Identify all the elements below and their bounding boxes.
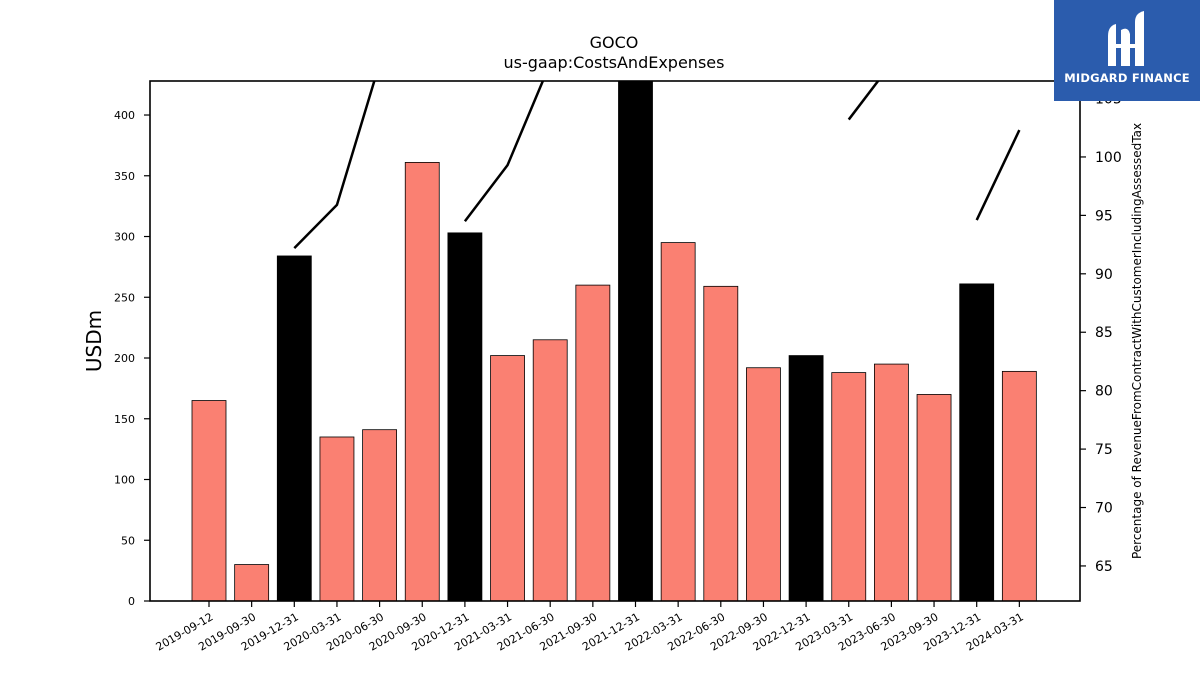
chart-subtitle: us-gaap:CostsAndExpenses bbox=[504, 53, 725, 72]
bar-2022-06-30 bbox=[703, 285, 739, 601]
bar-2020-03-31 bbox=[319, 436, 355, 601]
bar-2019-09-30 bbox=[234, 564, 270, 601]
midgard-finance-logo: MIDGARD FINANCE bbox=[1054, 0, 1200, 101]
y-tick-label: 100 bbox=[114, 474, 135, 487]
y-tick-label: 350 bbox=[114, 170, 135, 183]
logo-mark-icon bbox=[1108, 11, 1144, 67]
bar-2022-03-31 bbox=[660, 242, 696, 601]
line-segment bbox=[847, 81, 880, 121]
x-axis: 2019-09-122019-09-302019-12-312020-03-31… bbox=[154, 601, 1026, 654]
y-tick-label: 50 bbox=[121, 534, 135, 547]
bar-2023-09-30 bbox=[916, 394, 952, 601]
plot-frame bbox=[149, 80, 1081, 602]
bar-2021-06-30 bbox=[532, 339, 568, 601]
y2-tick-label: 70 bbox=[1095, 501, 1113, 517]
y2-tick-label: 75 bbox=[1095, 442, 1113, 458]
bar-2019-12-31 bbox=[276, 255, 312, 601]
y-tick-label: 300 bbox=[114, 231, 135, 244]
y2-tick-label: 90 bbox=[1095, 267, 1113, 283]
bar-2021-03-31 bbox=[490, 355, 525, 601]
y2-tick-label: 85 bbox=[1095, 325, 1113, 341]
bar-2019-09-12 bbox=[191, 400, 227, 601]
y2-axis-label: Percentage of RevenueFromContractWithCus… bbox=[1130, 123, 1144, 559]
line-segment bbox=[293, 81, 376, 249]
bar-2021-12-31 bbox=[618, 81, 653, 601]
y2-tick-label: 100 bbox=[1095, 150, 1122, 166]
y2-tick-label: 65 bbox=[1095, 559, 1113, 575]
bars-group bbox=[191, 81, 1037, 601]
y-tick-label: 0 bbox=[128, 595, 135, 608]
bar-2022-12-31 bbox=[788, 355, 824, 601]
chart-title: GOCO bbox=[590, 33, 639, 52]
bar-2023-03-31 bbox=[831, 372, 867, 601]
y-axis-right: 65707580859095100105 bbox=[1080, 92, 1122, 575]
line-segment bbox=[975, 129, 1021, 221]
y2-tick-label: 80 bbox=[1095, 384, 1113, 400]
bar-2023-12-31 bbox=[959, 283, 995, 601]
y-axis-left: 0 50 100 150 200 250 300 350 400 bbox=[114, 109, 150, 608]
y-axis-label: USDm bbox=[82, 310, 106, 372]
y-tick-label: 150 bbox=[114, 413, 135, 426]
bar-2020-12-31 bbox=[447, 232, 483, 601]
bar-2020-06-30 bbox=[362, 429, 398, 601]
line-segment bbox=[463, 81, 545, 222]
y2-tick-label: 95 bbox=[1095, 208, 1113, 224]
bar-2024-03-31 bbox=[1001, 370, 1037, 601]
bar-2022-09-30 bbox=[746, 367, 781, 601]
bar-2020-09-30 bbox=[404, 162, 440, 601]
y-tick-label: 200 bbox=[114, 352, 135, 365]
bar-2021-09-30 bbox=[575, 284, 611, 601]
bar-2023-06-30 bbox=[874, 363, 909, 601]
y-tick-label: 400 bbox=[114, 109, 135, 122]
line-series-group bbox=[293, 81, 1021, 249]
y-tick-label: 250 bbox=[114, 291, 135, 304]
logo-text: MIDGARD FINANCE bbox=[1064, 71, 1190, 85]
